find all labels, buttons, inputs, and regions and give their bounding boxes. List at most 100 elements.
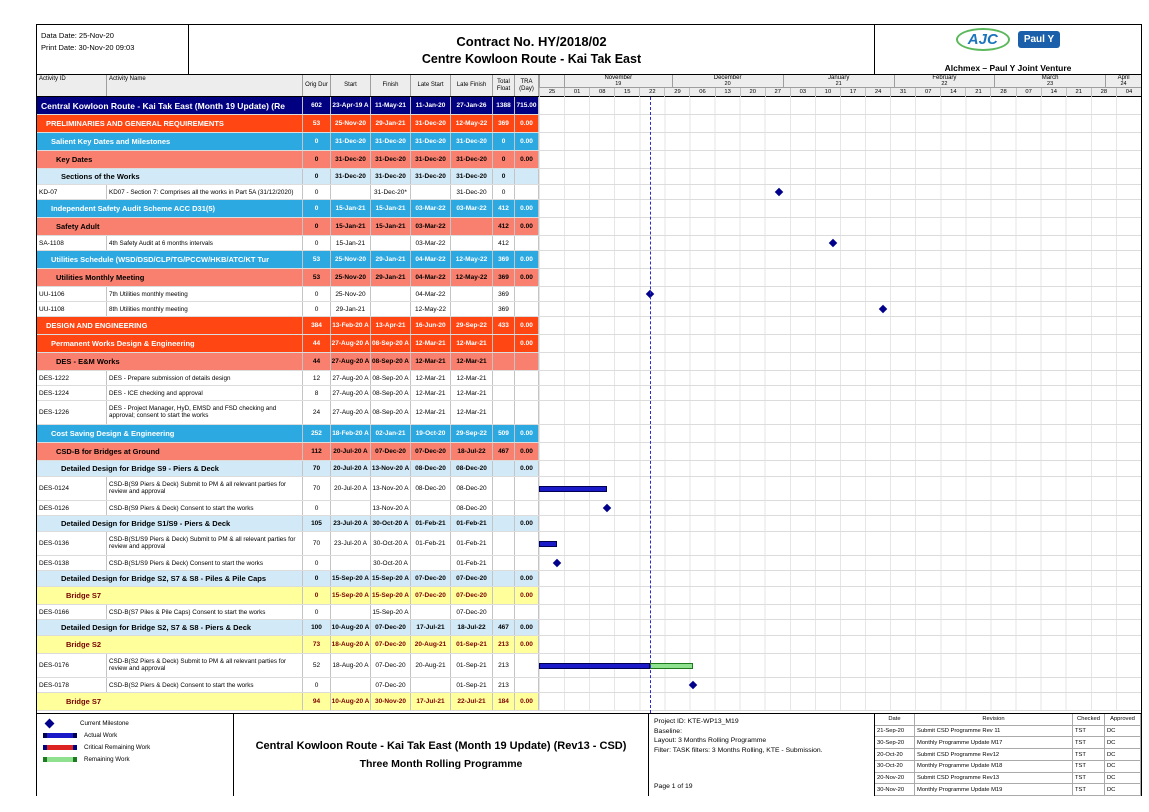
total-float-cell: 0 <box>493 151 515 168</box>
week-label: 28 <box>990 88 1015 97</box>
total-float-cell: 1388 <box>493 97 515 114</box>
revision-cell: 30-Nov-20 <box>875 784 915 796</box>
month-number: 23 <box>1047 81 1054 87</box>
activity-name: 7th Utilities monthly meeting <box>107 287 303 301</box>
activity-name: DES - ICE checking and approval <box>107 386 303 400</box>
schedule-row: Sections of the Works 0 31-Dec-20 31-Dec-20… <box>37 169 1141 185</box>
revision-cell: Submit CSD Programme Rev 11 <box>915 725 1073 737</box>
schedule-row: UU-1108 8th Utilities monthly meeting 0 29-… <box>37 302 1141 317</box>
orig-dur-cell: 52 <box>303 654 331 677</box>
tra-cell: 0.00 <box>515 636 539 653</box>
total-float-cell: 369 <box>493 302 515 316</box>
late-finish-cell: 12-Mar-21 <box>451 335 493 352</box>
finish-cell: 08-Sep-20 A <box>371 371 411 385</box>
print-date-text: Print Date: 30-Nov-20 09:03 <box>41 43 135 52</box>
week-label: 24 <box>865 88 890 97</box>
finish-cell: 30-Oct-20 A <box>371 516 411 531</box>
total-float-cell: 467 <box>493 620 515 635</box>
tra-cell <box>515 401 539 424</box>
late-finish-cell: 31-Dec-20 <box>451 169 493 184</box>
total-float-cell <box>493 335 515 352</box>
total-float-cell: 509 <box>493 425 515 442</box>
activity-id: DES-1226 <box>37 401 107 424</box>
activity-id: DES-1224 <box>37 386 107 400</box>
gantt-cell <box>539 236 1141 250</box>
column-header: Orig Dur <box>303 75 331 96</box>
tra-cell <box>515 169 539 184</box>
month-name: February <box>932 75 957 81</box>
start-cell: 13-Feb-20 A <box>331 317 371 334</box>
finish-cell: 31-Dec-20* <box>371 185 411 199</box>
group-label: Detailed Design for Bridge S2, S7 & S8 -… <box>37 571 303 586</box>
remaining-legend-icon <box>43 757 77 762</box>
gantt-cell <box>539 516 1141 531</box>
finish-cell: 15-Jan-21 <box>371 200 411 217</box>
late-finish-cell: 01-Sep-21 <box>451 636 493 653</box>
tra-cell: 0.00 <box>515 115 539 132</box>
total-float-cell <box>493 556 515 570</box>
finish-cell: 07-Dec-20 <box>371 678 411 692</box>
logo-row: AJC Paul Y <box>955 28 1061 51</box>
schedule-body: Central Kowloon Route - Kai Tak East (Mo… <box>37 97 1141 713</box>
contract-title: Contract No. HY/2018/02 <box>456 33 607 49</box>
revision-row: 30-Oct-20 Monthly Programme Update M18 TST… <box>875 760 1141 773</box>
start-cell: 31-Dec-20 <box>331 169 371 184</box>
tra-cell <box>515 532 539 555</box>
revision-cell: DC <box>1105 725 1141 737</box>
orig-dur-cell: 53 <box>303 251 331 268</box>
start-cell: 18-Aug-20 A <box>331 654 371 677</box>
revision-header-cell: Checked <box>1073 714 1105 725</box>
start-cell: 20-Jul-20 A <box>331 443 371 460</box>
late-start-cell <box>411 605 451 619</box>
activity-id: UU-1106 <box>37 287 107 301</box>
schedule-row: CSD-B for Bridges at Ground 112 20-Jul-20 … <box>37 443 1141 461</box>
schedule-row: PRELIMINARIES AND GENERAL REQUIREMENTS 53… <box>37 115 1141 133</box>
timeline-months: November 19 December 20 January 21 February 22 M… <box>539 75 1141 87</box>
orig-dur-cell: 0 <box>303 501 331 515</box>
start-cell: 31-Dec-20 <box>331 133 371 150</box>
week-label: 13 <box>714 88 740 97</box>
revision-cell: DC <box>1105 760 1141 772</box>
schedule-row: DES-0124 CSD-B(S9 Piers & Deck) Submit to… <box>37 477 1141 501</box>
finish-cell: 02-Jan-21 <box>371 425 411 442</box>
gantt-cell <box>539 287 1141 301</box>
finish-cell: 31-Dec-20 <box>371 169 411 184</box>
tra-cell: 0.00 <box>515 571 539 586</box>
late-finish-cell: 01-Feb-21 <box>451 516 493 531</box>
orig-dur-cell: 8 <box>303 386 331 400</box>
timeline-month <box>539 75 564 87</box>
group-label: Permanent Works Design & Engineering <box>37 335 303 352</box>
start-cell: 27-Aug-20 A <box>331 353 371 370</box>
start-cell: 15-Jan-21 <box>331 236 371 250</box>
schedule-row: Bridge S7 0 15-Sep-20 A 15-Sep-20 A 07-Dec-2… <box>37 587 1141 605</box>
tra-cell <box>515 371 539 385</box>
total-float-cell: 369 <box>493 287 515 301</box>
finish-cell: 31-Dec-20 <box>371 133 411 150</box>
orig-dur-cell: 0 <box>303 287 331 301</box>
week-label: 29 <box>664 88 689 97</box>
tra-cell: 0.00 <box>515 151 539 168</box>
revision-cell: Monthly Programme Update M18 <box>915 760 1073 772</box>
milestone-icon <box>552 558 562 568</box>
late-finish-cell: 07-Dec-20 <box>451 571 493 586</box>
tra-cell <box>515 302 539 316</box>
week-label: 21 <box>1065 88 1091 97</box>
milestone-icon <box>602 503 612 513</box>
milestone-legend-icon <box>44 718 55 729</box>
group-label: Detailed Design for Bridge S9 - Piers & … <box>37 461 303 476</box>
schedule-row: Utilities Schedule (WSD/DSD/CLP/TG/PCCW/… <box>37 251 1141 269</box>
gantt-cell <box>539 532 1141 555</box>
total-float-cell <box>493 371 515 385</box>
activity-name: DES - Prepare submission of details desi… <box>107 371 303 385</box>
start-cell: 23-Apr-19 A <box>331 97 371 114</box>
tra-cell <box>515 185 539 199</box>
gantt-cell <box>539 678 1141 692</box>
late-finish-cell: 12-Mar-21 <box>451 371 493 385</box>
route-subtitle: Centre Kowloon Route - Kai Tak East <box>421 51 642 66</box>
gantt-cell <box>539 200 1141 217</box>
late-start-cell: 04-Mar-22 <box>411 287 451 301</box>
activity-name: CSD-B(S9 Piers & Deck) Submit to PM & al… <box>107 477 303 500</box>
orig-dur-cell: 53 <box>303 269 331 286</box>
actual-legend-icon <box>43 733 77 738</box>
schedule-row: DES-0178 CSD-B(S2 Piers & Deck) Consent t… <box>37 678 1141 693</box>
